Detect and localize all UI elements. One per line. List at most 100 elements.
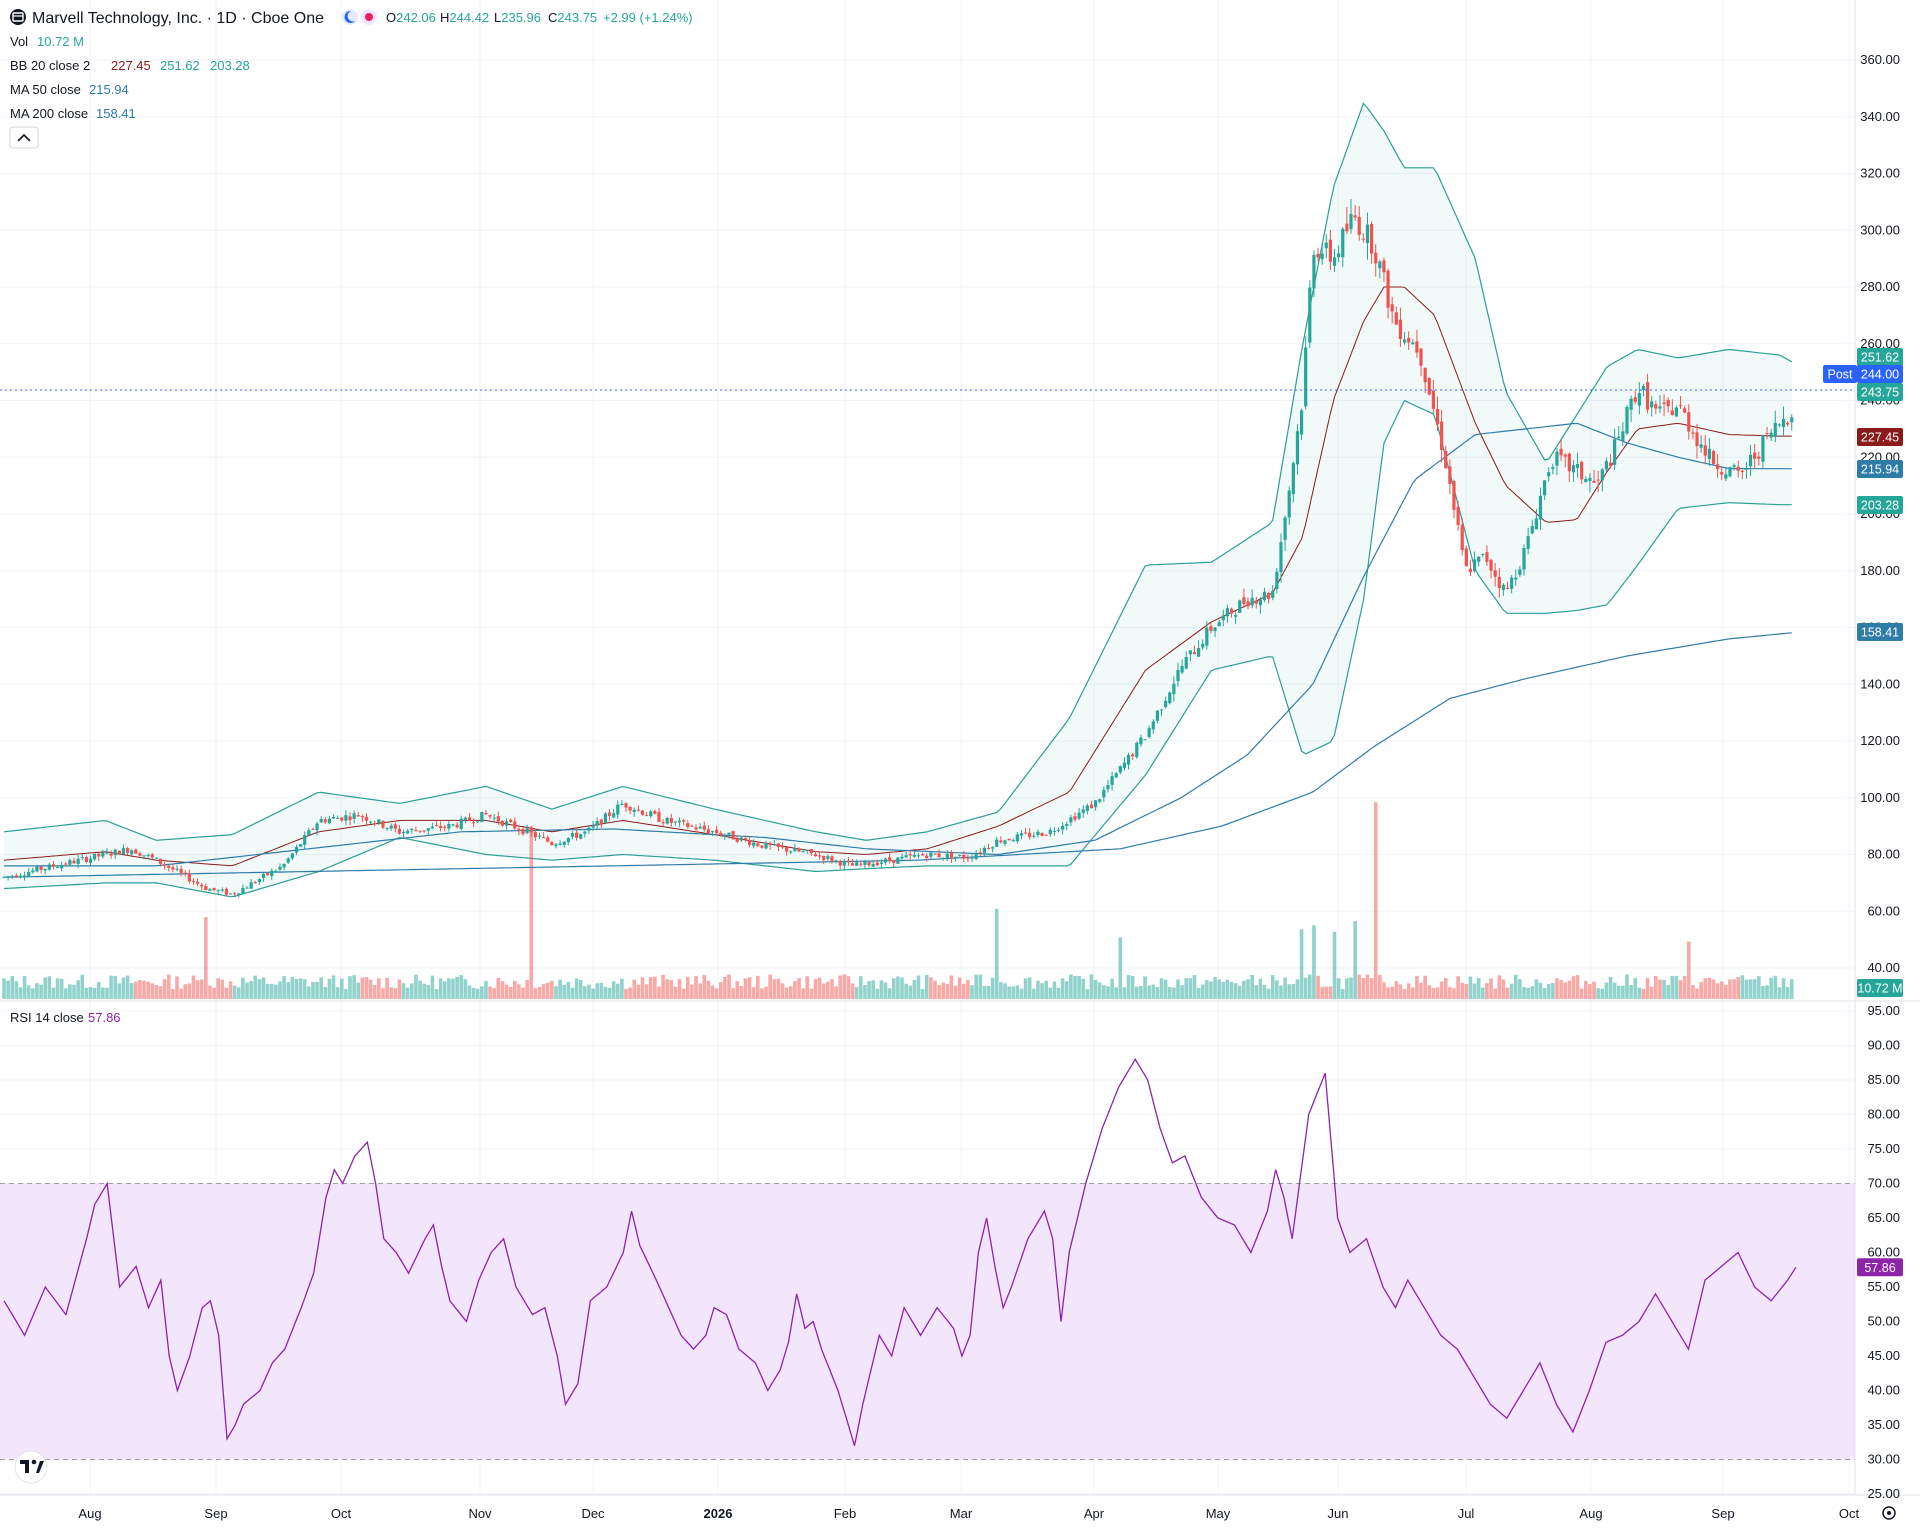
- candle: [393, 822, 397, 833]
- candle: [1225, 604, 1230, 623]
- candle: [591, 820, 595, 832]
- volume-bar: [570, 987, 575, 999]
- candle: [1324, 234, 1328, 258]
- candle: [484, 809, 488, 815]
- volume-bar: [644, 984, 649, 999]
- volume-bar: [1229, 981, 1234, 999]
- volume-bar: [756, 975, 760, 999]
- candle: [920, 852, 925, 856]
- candle: [925, 853, 929, 862]
- collapse-legend-button[interactable]: [9, 126, 39, 149]
- symbol-title[interactable]: Marvell Technology, Inc. · 1D · Cboe One: [32, 10, 324, 27]
- candle: [1341, 226, 1345, 267]
- candle: [1567, 452, 1571, 482]
- volume-bar: [113, 976, 118, 999]
- volume-bar: [1007, 986, 1011, 999]
- candle: [888, 853, 892, 864]
- tradingview-logo[interactable]: [14, 1450, 48, 1484]
- time-tick-label: Sep: [1711, 1506, 1734, 1521]
- volume-bar: [1011, 986, 1016, 999]
- candle: [1716, 453, 1720, 478]
- candle: [1703, 434, 1707, 465]
- volume-bar: [1724, 984, 1728, 999]
- candle: [439, 821, 443, 832]
- volume-bar: [961, 983, 966, 999]
- candle: [1563, 453, 1567, 468]
- candle: [179, 865, 183, 877]
- candle: [1530, 519, 1534, 535]
- candle: [797, 847, 801, 853]
- time-tick-label: Jun: [1328, 1506, 1349, 1521]
- volume-bar: [480, 986, 484, 999]
- volume-bar: [1299, 929, 1304, 999]
- market-status-icon[interactable]: [342, 9, 358, 25]
- volume-bar: [508, 986, 513, 999]
- volume-bar: [1546, 983, 1551, 999]
- candle: [842, 859, 846, 870]
- bb-legend-lower: 203.28: [210, 58, 250, 73]
- volume-bar: [183, 984, 188, 999]
- volume-bar: [245, 982, 249, 999]
- candle: [414, 826, 418, 832]
- data-source-icon[interactable]: [361, 9, 377, 25]
- candle: [1736, 460, 1740, 478]
- volume-bar: [504, 984, 509, 999]
- volume-bar: [1279, 985, 1283, 999]
- candle: [620, 800, 624, 806]
- volume-bar: [1316, 975, 1320, 999]
- candle: [1790, 414, 1794, 431]
- candle: [1757, 451, 1761, 466]
- candle: [1625, 404, 1629, 435]
- volume-bar: [1328, 986, 1333, 999]
- volume-bar: [105, 987, 109, 999]
- volume-bar: [929, 977, 933, 999]
- candle: [904, 851, 908, 859]
- candle: [1534, 509, 1538, 530]
- volume-bar: [467, 985, 472, 999]
- volume-bar: [574, 978, 579, 999]
- rsi-legend[interactable]: RSI 14 close 57.86: [10, 1010, 121, 1025]
- candle: [1176, 662, 1180, 687]
- volume-bar: [187, 983, 192, 999]
- candle: [850, 858, 855, 866]
- ohlc-open-label: O: [386, 10, 396, 25]
- volume-bar: [863, 985, 867, 999]
- candle: [1732, 463, 1736, 471]
- volume-bar: [607, 987, 612, 999]
- bb-legend[interactable]: BB 20 close 2 227.45 251.62 203.28: [10, 58, 250, 73]
- candle: [1431, 379, 1435, 414]
- volume-bar: [916, 975, 921, 999]
- volume-bar: [669, 980, 674, 999]
- time-axis[interactable]: Aug Sep Oct Nov Dec 2026 Feb Mar Apr May Jun Jul Aug…: [78, 1506, 1859, 1521]
- volume-legend[interactable]: Vol 10.72 M: [10, 34, 84, 49]
- volume-bar: [937, 985, 941, 999]
- candle: [603, 812, 608, 824]
- symbol-logo[interactable]: [10, 9, 26, 25]
- candle: [1773, 410, 1777, 443]
- candle: [476, 821, 480, 824]
- ma50-legend[interactable]: MA 50 close 215.94: [10, 82, 129, 97]
- volume-bar: [150, 983, 155, 999]
- volume-bar: [1460, 982, 1465, 999]
- candle: [6, 875, 10, 881]
- ohlc-values: O242.06 H244.42 L235.96 C243.75 +2.99 (+…: [386, 10, 693, 25]
- candle: [311, 827, 315, 831]
- rsi-axis[interactable]: 95.00 90.00 85.00 80.00 75.00 70.00 65.00 60.00…: [1867, 1003, 1900, 1501]
- volume-bar: [1641, 988, 1646, 999]
- gear-icon[interactable]: [1882, 1506, 1896, 1520]
- candle: [826, 854, 830, 863]
- candle: [871, 860, 875, 867]
- volume-bar: [805, 976, 810, 999]
- rsi-tick-label: 65.00: [1867, 1210, 1900, 1225]
- candle: [1139, 734, 1143, 747]
- ohlc-high-label: H: [440, 10, 449, 25]
- candle: [900, 853, 904, 862]
- volume-bar: [76, 980, 80, 999]
- candle: [1036, 829, 1040, 838]
- candle: [517, 827, 521, 836]
- ma200-legend[interactable]: MA 200 close 158.41: [10, 106, 136, 121]
- volume-bar: [1415, 975, 1419, 999]
- candle: [1299, 408, 1304, 441]
- candle: [1613, 428, 1617, 471]
